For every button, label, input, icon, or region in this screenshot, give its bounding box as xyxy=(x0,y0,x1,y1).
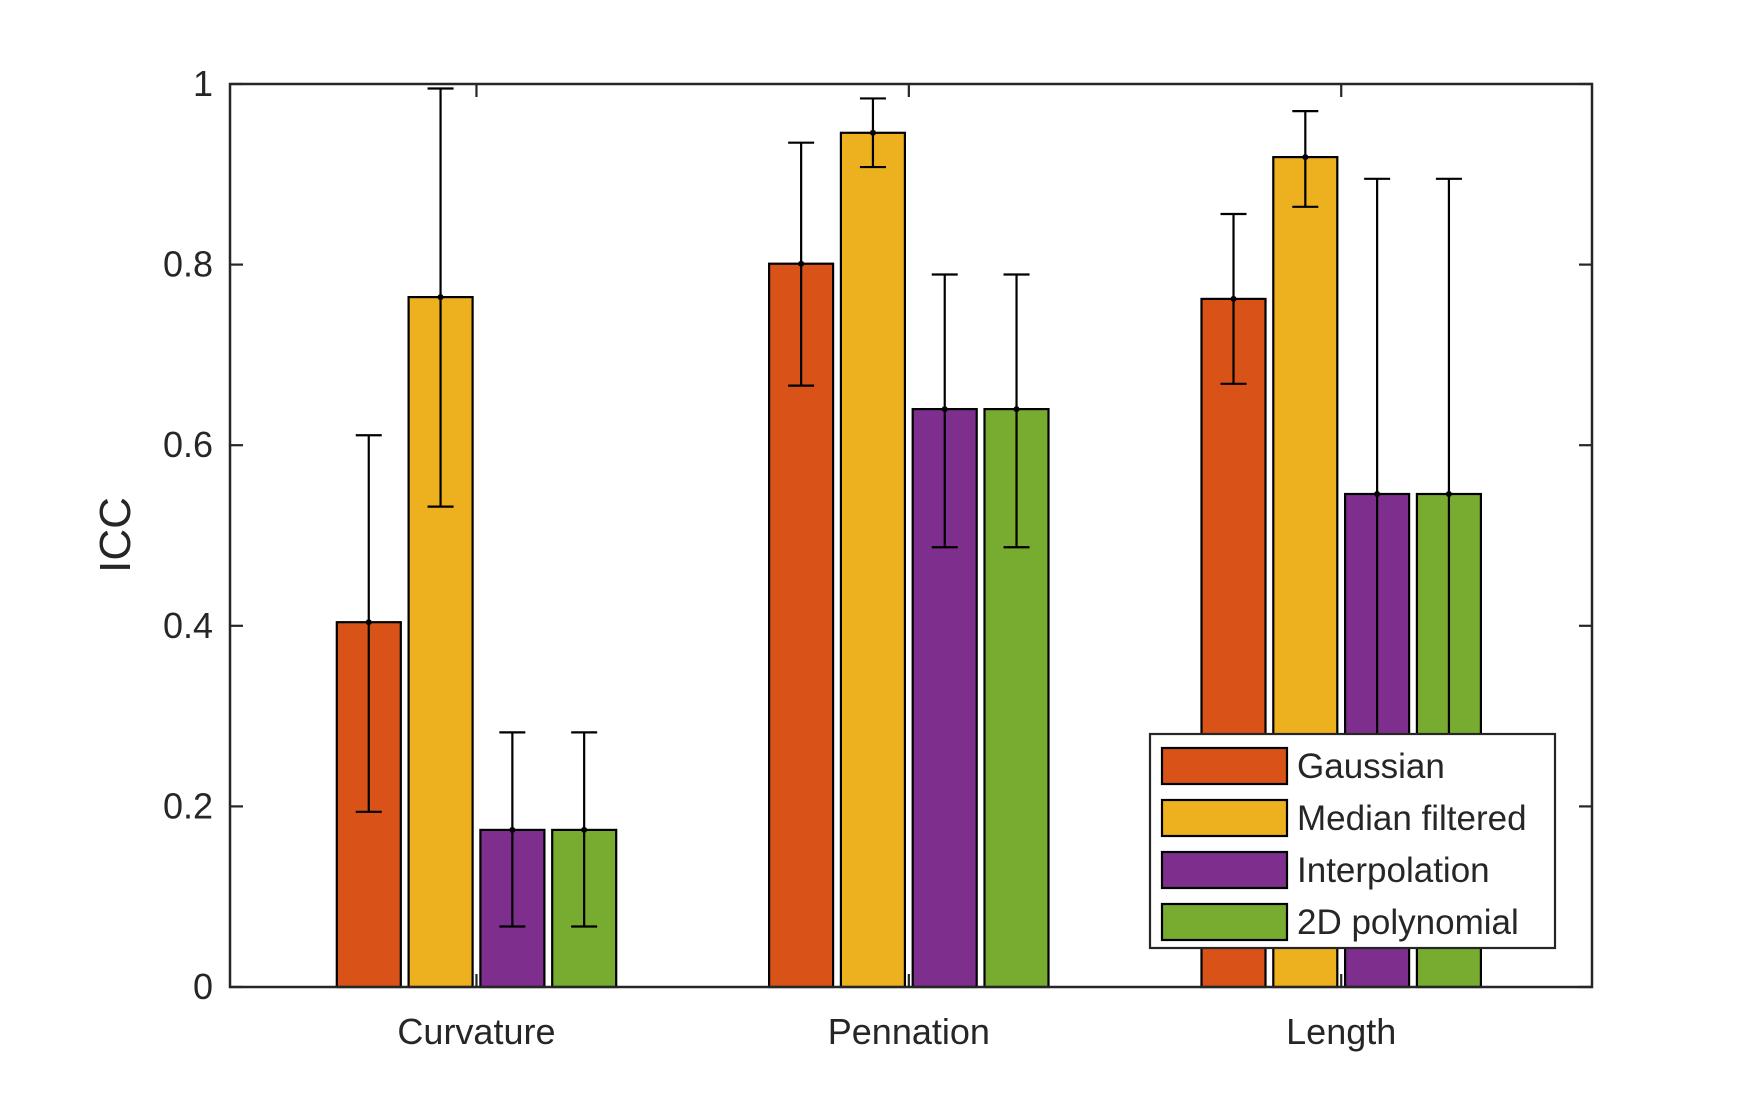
legend: Gaussian Median filtered Interpolation 2D p… xyxy=(1148,732,1557,950)
y-tick-label: 0.2 xyxy=(163,785,213,826)
y-axis-label: ICC xyxy=(91,497,140,573)
legend-swatch-1 xyxy=(1160,746,1289,786)
error-bar-center-marker xyxy=(1230,295,1237,302)
y-tick-label: 0.8 xyxy=(163,244,213,285)
y-tick-label: 0.4 xyxy=(163,605,213,646)
legend-swatch-2 xyxy=(1160,798,1289,838)
legend-label-3: Interpolation xyxy=(1297,851,1490,890)
x-tick-label-pennation: Pennation xyxy=(828,1011,990,1052)
legend-label-1: Gaussian xyxy=(1297,747,1445,786)
error-bar-center-marker xyxy=(581,826,588,833)
error-bar-center-marker xyxy=(1302,154,1309,161)
axis-ticks-layer: Curvature Pennation Length 0 0.2 0.4 0.6 0.8 1 xyxy=(163,63,1592,1052)
legend-label-2: Median filtered xyxy=(1297,799,1527,838)
legend-label-4: 2D polynomial xyxy=(1297,903,1519,942)
bar-2-pennation xyxy=(839,131,907,989)
x-tick-label-curvature: Curvature xyxy=(397,1011,555,1052)
error-bar-center-marker xyxy=(1374,490,1381,497)
legend-swatch-4 xyxy=(1160,902,1289,942)
error-bar-center-marker xyxy=(869,129,876,136)
error-bar-center-marker xyxy=(365,619,372,626)
error-bar-center-marker xyxy=(941,406,948,413)
plot-area-frame xyxy=(228,82,1594,989)
error-bar-center-marker xyxy=(1445,490,1452,497)
error-bar-center-marker xyxy=(1013,406,1020,413)
legend-swatch-3 xyxy=(1160,850,1289,890)
y-tick-label: 1 xyxy=(193,63,213,104)
y-tick-label: 0 xyxy=(193,966,213,1007)
error-bar-center-marker xyxy=(798,260,805,267)
error-bar-center-marker xyxy=(509,826,516,833)
x-tick-label-length: Length xyxy=(1286,1011,1396,1052)
y-tick-label: 0.6 xyxy=(163,424,213,465)
error-bar-center-marker xyxy=(437,294,444,301)
